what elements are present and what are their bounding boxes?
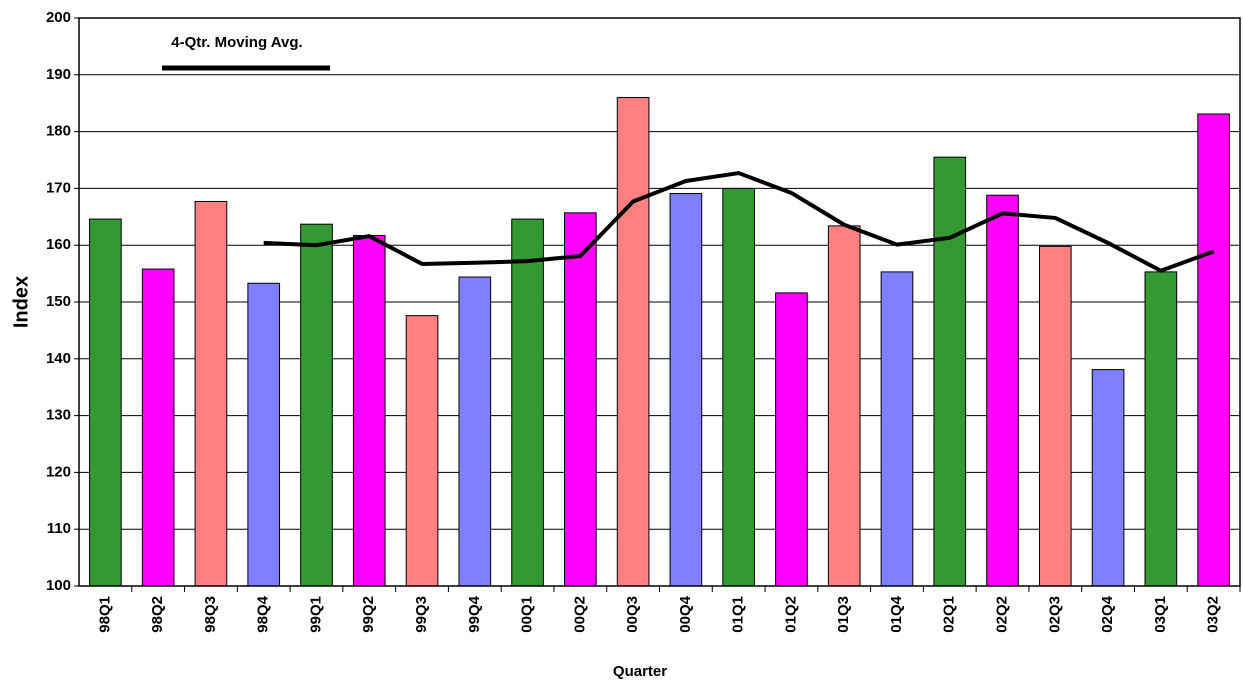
x-tick-label: 99Q3: [413, 596, 430, 633]
bar: [1144, 271, 1178, 587]
bar: [933, 156, 967, 587]
bar: [300, 223, 333, 587]
x-tick-label: 01Q1: [730, 596, 747, 633]
x-tick-label: 99Q1: [307, 596, 324, 633]
bar: [247, 282, 281, 587]
y-tick-label: 100: [46, 577, 71, 594]
bar: [352, 235, 386, 587]
x-tick-label: 99Q4: [466, 595, 483, 632]
x-tick-label: 00Q1: [519, 596, 536, 633]
y-tick-label: 110: [47, 520, 71, 537]
y-tick-label: 170: [46, 179, 71, 196]
x-tick-label: 02Q1: [941, 596, 958, 633]
plot-frame: [78, 17, 1241, 587]
y-tick-label: 140: [46, 350, 71, 367]
x-tick-label: 01Q2: [782, 596, 799, 633]
bar: [722, 187, 755, 587]
bar: [564, 212, 597, 587]
x-tick-label: 98Q3: [202, 596, 219, 633]
bar: [1197, 113, 1230, 587]
x-tick-label: 00Q2: [571, 596, 588, 633]
y-axis-title: Index: [10, 276, 32, 328]
legend-label: 4-Qtr. Moving Avg.: [171, 34, 302, 51]
y-tick-label: 120: [46, 463, 71, 480]
bar: [616, 97, 650, 587]
bar: [669, 193, 703, 587]
bar: [986, 194, 1019, 587]
moving-average-line: [263, 171, 1215, 273]
x-tick-label: 99Q2: [360, 596, 377, 633]
bar: [89, 218, 122, 587]
bar: [1091, 369, 1125, 587]
x-tick-label: 98Q2: [149, 596, 166, 633]
bar: [827, 225, 861, 587]
bar: [458, 276, 492, 587]
x-tick-label: 03Q1: [1152, 596, 1169, 633]
x-tick-label: 02Q2: [993, 596, 1010, 633]
x-tick-label: 01Q3: [835, 596, 852, 633]
bar: [405, 315, 439, 587]
bar: [880, 271, 914, 587]
x-tick-label: 03Q2: [1205, 596, 1222, 633]
bar: [775, 292, 808, 587]
x-tick-label: 98Q4: [255, 595, 272, 632]
x-axis-title: Quarter: [613, 663, 667, 680]
y-tick-label: 150: [46, 293, 71, 310]
x-tick-label: 00Q4: [677, 595, 694, 632]
bar: [141, 268, 175, 587]
x-tick-label: 00Q3: [624, 596, 641, 633]
y-tick-label: 130: [46, 407, 71, 424]
y-tick-label: 180: [46, 123, 71, 140]
x-tick-label: 01Q4: [888, 595, 905, 632]
y-tick-label: 200: [46, 9, 71, 26]
bar: [511, 218, 544, 587]
x-tick-label: 02Q4: [1099, 595, 1116, 632]
y-tick-label: 160: [46, 236, 71, 253]
bar: [1038, 245, 1072, 587]
x-tick-label: 02Q3: [1046, 596, 1063, 633]
x-tick-label: 98Q1: [96, 596, 113, 633]
y-tick-label: 190: [46, 66, 71, 83]
bar: [194, 200, 228, 587]
